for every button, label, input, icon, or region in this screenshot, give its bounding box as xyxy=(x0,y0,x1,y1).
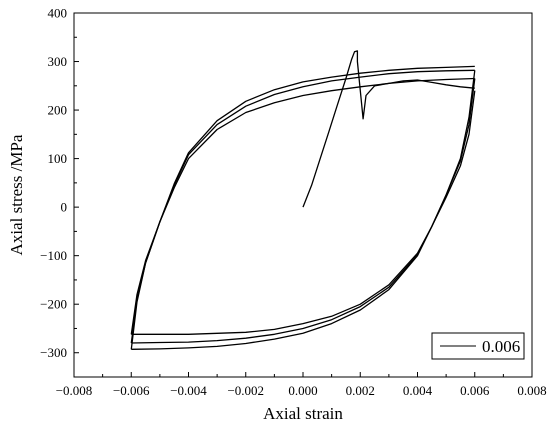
x-tick-label: 0.004 xyxy=(403,383,433,398)
y-tick-label: 200 xyxy=(48,103,68,118)
x-tick-label: 0.002 xyxy=(346,383,375,398)
x-tick-label: −0.006 xyxy=(113,383,150,398)
y-tick-label: 300 xyxy=(48,54,68,69)
x-axis-ticks: −0.008 −0.006 −0.004 −0.002 0.000 0.002 0.004 0… xyxy=(56,372,547,398)
series-layer xyxy=(130,50,476,350)
y-tick-label: 400 xyxy=(48,6,68,21)
x-axis-title: Axial strain xyxy=(263,404,343,423)
legend: 0.006 xyxy=(431,332,525,360)
x-tick-label: 0.000 xyxy=(288,383,317,398)
x-tick-label: −0.004 xyxy=(170,383,207,398)
y-tick-label: 100 xyxy=(48,151,68,166)
y-tick-label: −200 xyxy=(40,297,67,312)
y-tick-label: 0 xyxy=(61,200,68,215)
series-line-unloading-2 xyxy=(131,78,476,344)
y-axis-title: Axial stress /MPa xyxy=(7,134,26,255)
x-tick-label: −0.008 xyxy=(56,383,93,398)
series-line-reloading-3 xyxy=(130,65,475,350)
x-tick-label: 0.006 xyxy=(460,383,490,398)
y-tick-label: −100 xyxy=(40,248,67,263)
series-line-initial-loading xyxy=(302,50,475,208)
plot-frame xyxy=(73,12,533,378)
series-line-unloading-3 xyxy=(131,70,476,350)
y-axis-ticks: −300 −200 −100 0 100 200 300 400 xyxy=(40,6,79,378)
series-line-unloading-1 xyxy=(131,90,476,335)
x-tick-label: −0.002 xyxy=(227,383,264,398)
x-tick-label: 0.008 xyxy=(517,383,546,398)
y-tick-label: −300 xyxy=(40,345,67,360)
legend-label: 0.006 xyxy=(482,337,520,356)
